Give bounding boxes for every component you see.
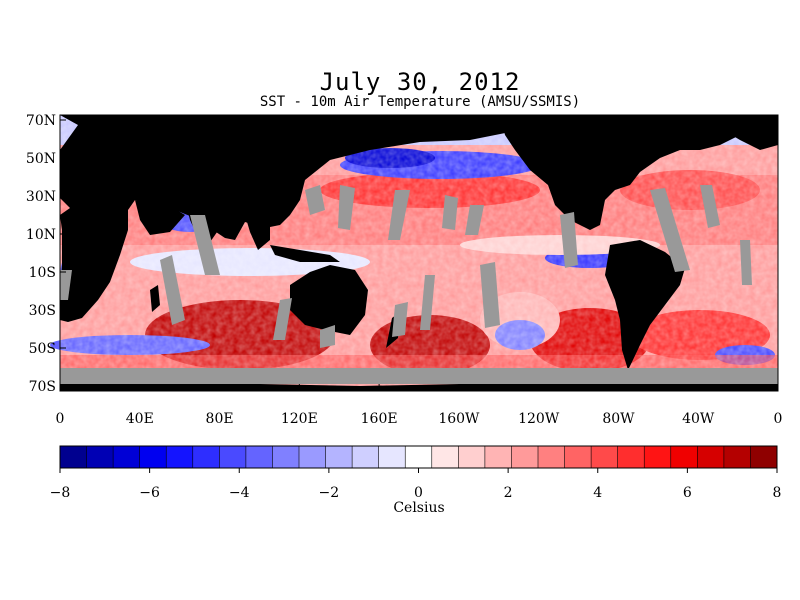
map-subtitle: SST - 10m Air Temperature (AMSU/SSMIS) <box>259 94 581 110</box>
colorbar-swatch <box>697 446 725 468</box>
lon-label: 80W <box>602 411 635 427</box>
map-title: July 30, 2012 <box>319 68 521 96</box>
lon-label: 160E <box>361 411 398 427</box>
colorbar-swatch <box>670 446 698 468</box>
southeast-asia <box>245 215 270 250</box>
lon-label: 160W <box>438 411 480 427</box>
colorbar-swatch <box>325 446 353 468</box>
colorbar-tick-label: −6 <box>139 485 160 501</box>
colorbar-swatch <box>139 446 167 468</box>
lat-label: 50N <box>26 151 56 167</box>
lon-label: 0 <box>56 411 65 427</box>
colorbar-swatch <box>245 446 273 468</box>
lat-label: 70N <box>26 113 56 129</box>
colorbar-swatch <box>86 446 114 468</box>
north-america <box>500 115 778 230</box>
colorbar-tick-labels: −8 −6 −4 −2 0 2 4 6 8 <box>50 468 782 501</box>
colorbar-swatch <box>617 446 645 468</box>
colorbar-swatch <box>219 446 247 468</box>
colorbar-swatch <box>431 446 459 468</box>
latitude-axis: 70N 50N 30N 10N 10S 30S 50S 70S <box>26 113 66 395</box>
colorbar-tick-label: 8 <box>773 485 782 501</box>
colorbar-swatch <box>378 446 406 468</box>
madagascar <box>150 285 160 312</box>
lon-label: 120E <box>281 411 318 427</box>
colorbar-swatch <box>750 446 778 468</box>
maritime-continent <box>270 245 340 262</box>
longitude-axis: 0 40E 80E 120E 160E 160W 120W 80W 40W 0 <box>56 384 783 427</box>
colorbar-tick-label: −4 <box>229 485 250 501</box>
colorbar-tick-label: 2 <box>504 485 513 501</box>
lat-label: 70S <box>29 379 56 395</box>
lat-label: 10S <box>29 265 56 281</box>
lat-label: 50S <box>29 341 56 357</box>
greenland <box>700 115 778 150</box>
colorbar-units-label: Celsius <box>393 500 445 516</box>
colorbar-swatch <box>166 446 194 468</box>
colorbar-swatch <box>299 446 326 468</box>
colorbar <box>59 445 778 469</box>
lon-label: 120W <box>518 411 560 427</box>
colorbar-swatch <box>511 446 539 468</box>
lon-label: 80E <box>206 411 234 427</box>
colorbar-swatch <box>192 446 220 468</box>
colorbar-tick-label: 6 <box>683 485 692 501</box>
southern-ocean-no-data <box>60 368 778 384</box>
colorbar-swatch <box>538 446 565 468</box>
colorbar-swatch <box>458 446 486 468</box>
lat-label: 10N <box>26 227 56 243</box>
colorbar-swatch <box>60 446 87 468</box>
colorbar-swatch <box>723 446 751 468</box>
colorbar-swatch <box>644 446 672 468</box>
colorbar-swatch <box>405 446 433 468</box>
no-data-swaths <box>60 185 778 384</box>
arabian-peninsula <box>135 200 185 235</box>
south-america <box>605 240 685 370</box>
colorbar-tick-label: 0 <box>414 485 423 501</box>
colorbar-swatch <box>272 446 300 468</box>
colorbar-swatch <box>484 446 512 468</box>
colorbar-swatch <box>352 446 380 468</box>
lon-label: 0 <box>774 411 783 427</box>
colorbar-swatch <box>564 446 592 468</box>
colorbar-tick-label: 4 <box>593 485 602 501</box>
land-masses <box>60 115 778 391</box>
colorbar-tick-label: −2 <box>319 485 340 501</box>
lat-label: 30S <box>29 303 56 319</box>
colorbar-swatch <box>113 446 141 468</box>
eurasia-africa <box>60 115 560 322</box>
australia <box>290 265 368 335</box>
lon-label: 40W <box>682 411 715 427</box>
colorbar-tick-label: −8 <box>50 485 71 501</box>
lon-label: 40E <box>126 411 154 427</box>
map-panel <box>50 114 779 392</box>
colorbar-swatch <box>591 446 619 468</box>
lat-label: 30N <box>26 189 56 205</box>
